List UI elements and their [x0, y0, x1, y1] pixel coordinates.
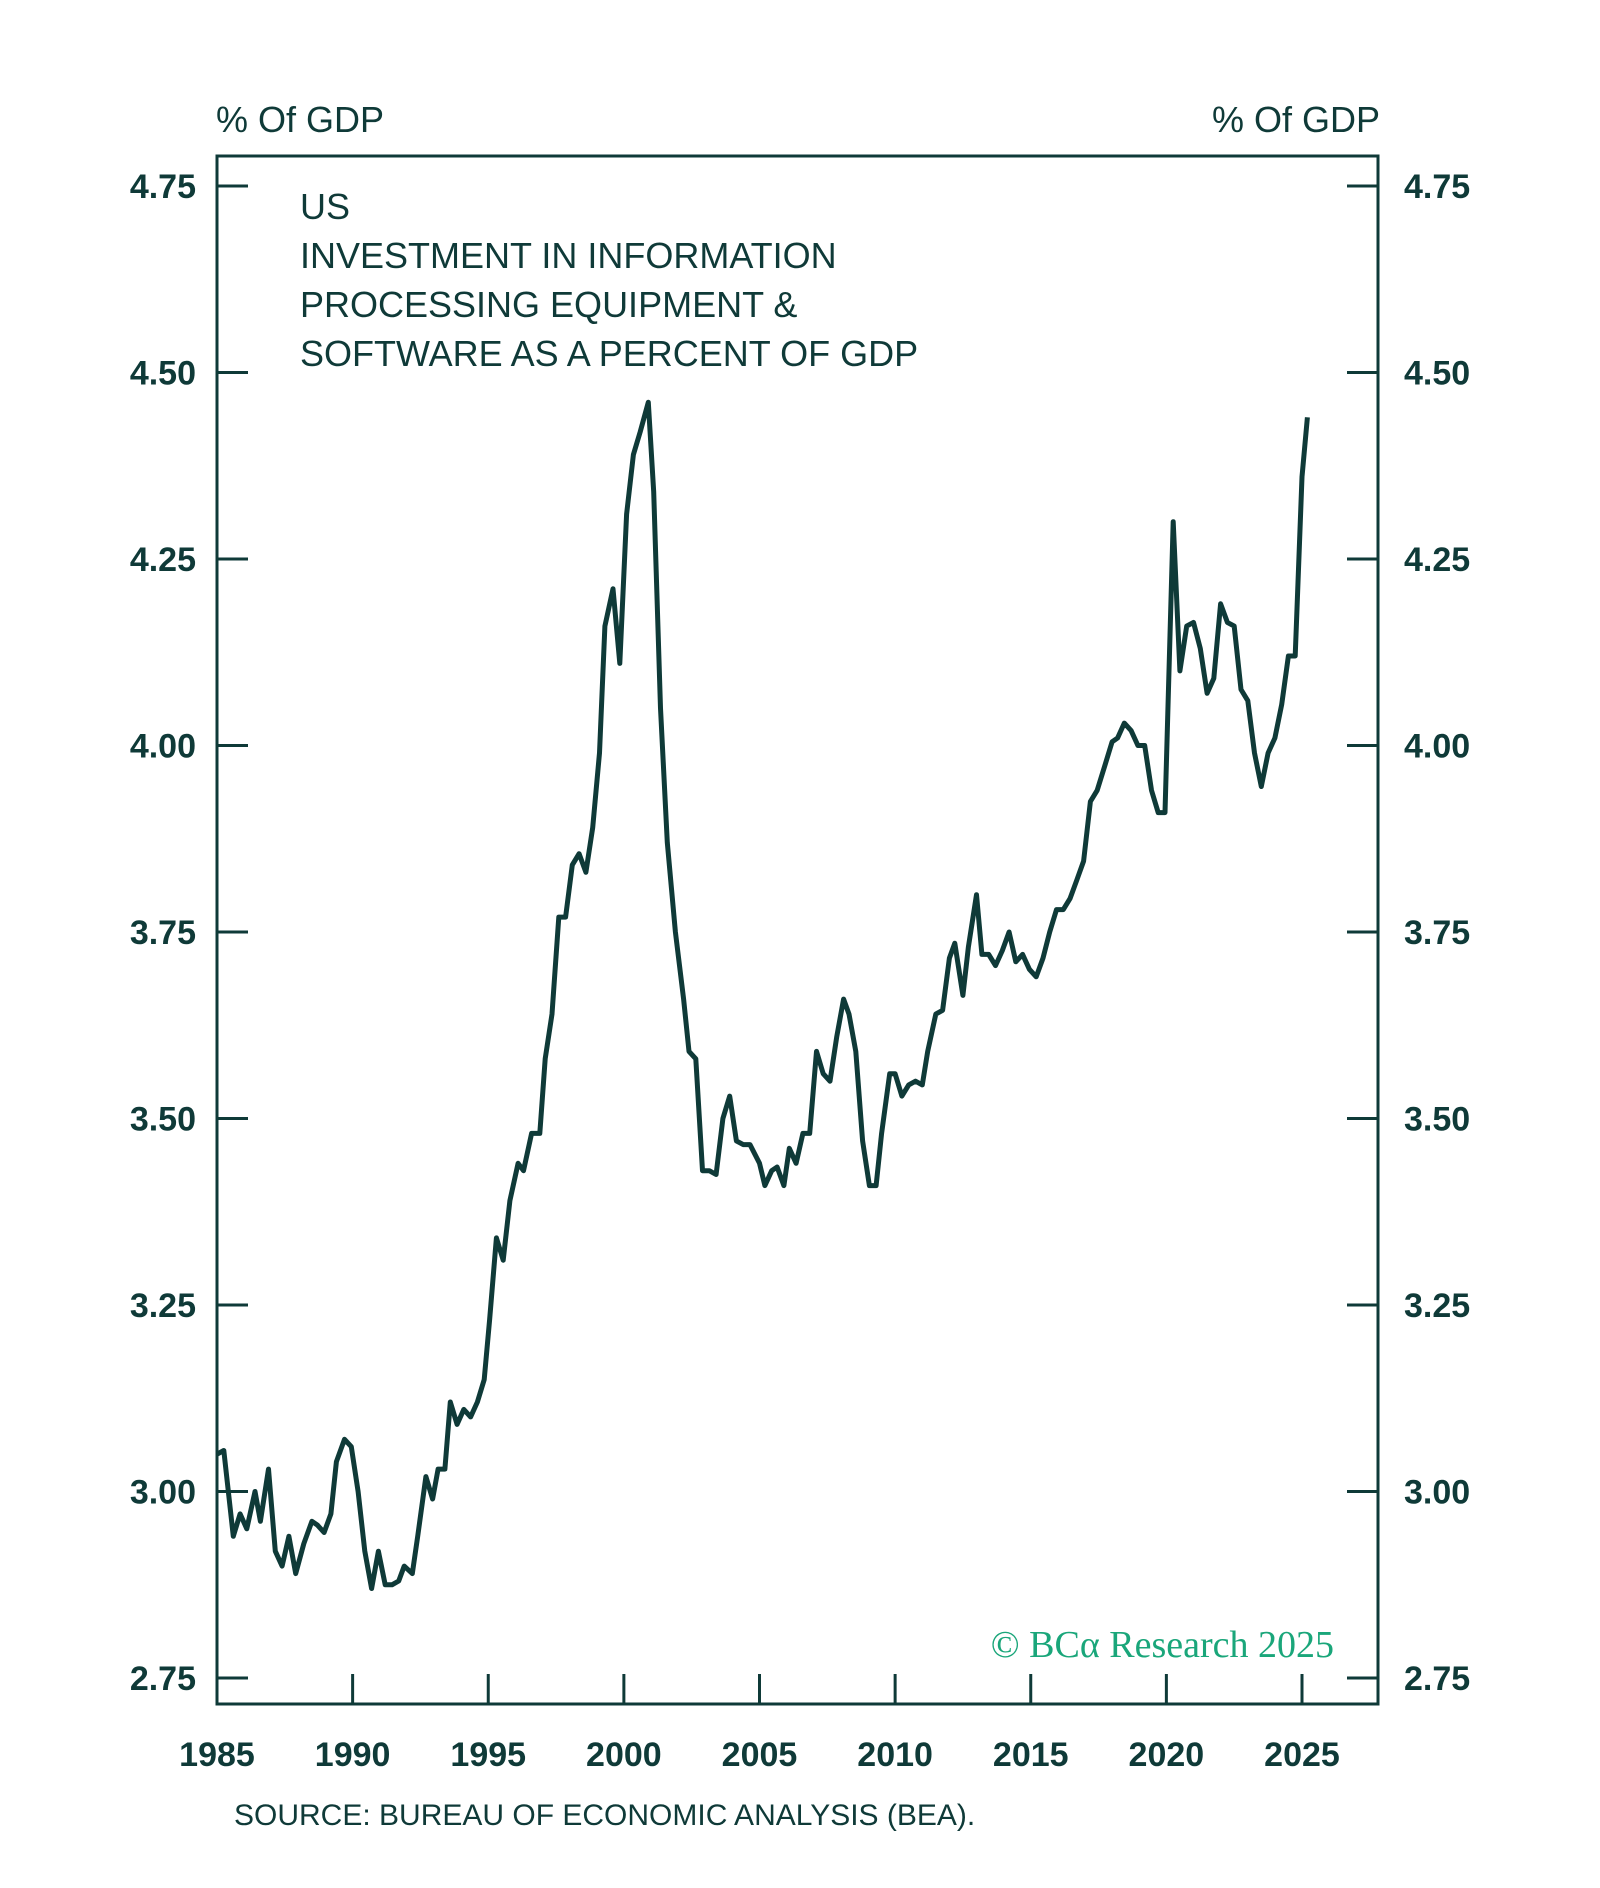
y-tick-label-left: 3.25: [130, 1287, 196, 1325]
plot-frame: [215, 154, 1380, 1706]
title-line: PROCESSING EQUIPMENT &: [300, 284, 797, 325]
title-line: INVESTMENT IN INFORMATION: [300, 235, 837, 276]
y-tick-label-left: 3.00: [130, 1474, 196, 1512]
y-tick-label-left: 4.75: [130, 168, 196, 206]
y-tick-label-left: 3.50: [130, 1101, 196, 1139]
y-axis-label-right: % Of GDP: [1212, 99, 1380, 140]
y-tick-label-right: 3.00: [1404, 1474, 1470, 1512]
x-tick-label: 2005: [722, 1736, 798, 1774]
y-tick-label-right: 2.75: [1404, 1660, 1470, 1698]
watermark: © BCα Research 2025: [991, 1624, 1334, 1666]
y-tick-label-right: 4.00: [1404, 728, 1470, 766]
y-tick-label-left: 4.25: [130, 541, 196, 579]
x-tick-label: 2000: [586, 1736, 662, 1774]
title-line: SOFTWARE AS A PERCENT OF GDP: [300, 333, 918, 374]
y-tick-label-right: 3.50: [1404, 1101, 1470, 1139]
y-tick-label-right: 3.75: [1404, 914, 1470, 952]
x-tick-label: 2010: [857, 1736, 933, 1774]
y-axis-label-left: % Of GDP: [216, 99, 384, 140]
x-tick-label: 1990: [315, 1736, 391, 1774]
y-tick-label-left: 3.75: [130, 914, 196, 952]
y-tick-label-left: 4.50: [130, 355, 196, 393]
y-tick-label-right: 4.25: [1404, 541, 1470, 579]
y-tick-label-left: 2.75: [130, 1660, 196, 1698]
x-tick-label: 2020: [1129, 1736, 1205, 1774]
y-tick-label-right: 4.50: [1404, 355, 1470, 393]
source-note: SOURCE: BUREAU OF ECONOMIC ANALYSIS (BEA…: [234, 1799, 975, 1832]
x-tick-label: 2015: [993, 1736, 1069, 1774]
y-tick-label-right: 3.25: [1404, 1287, 1470, 1325]
x-tick-label: 1995: [450, 1736, 526, 1774]
y-tick-label-left: 4.00: [130, 728, 196, 766]
x-tick-label: 2025: [1264, 1736, 1340, 1774]
x-tick-label: 1985: [179, 1736, 255, 1774]
chart-title: US INVESTMENT IN INFORMATION PROCESSING …: [300, 186, 918, 374]
series-line: [215, 399, 1310, 1591]
title-line: US: [300, 186, 350, 227]
y-tick-label-right: 4.75: [1404, 168, 1470, 206]
